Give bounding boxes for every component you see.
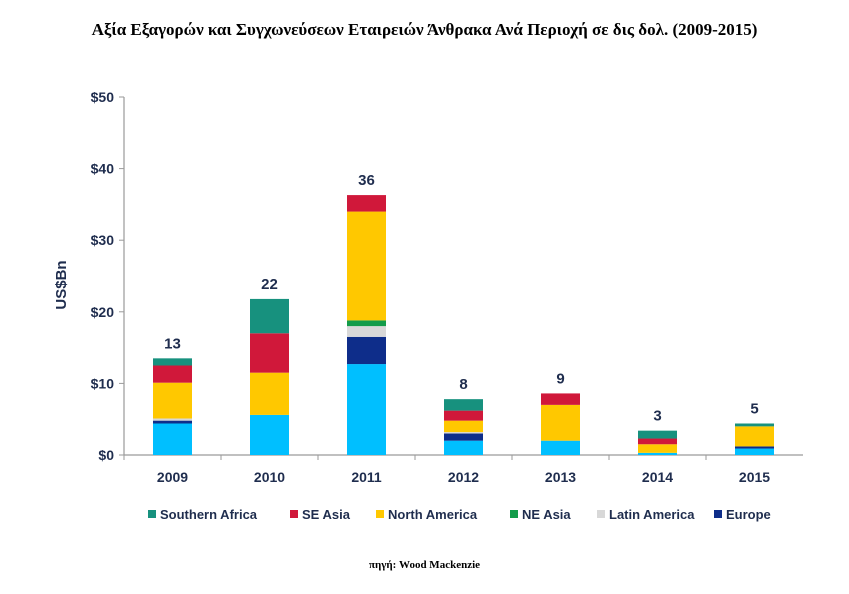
bar-segment [735, 423, 774, 427]
y-tick-label: $20 [91, 304, 115, 320]
bar-segment [541, 404, 580, 441]
legend-swatch [148, 510, 156, 518]
bar-segment [638, 438, 677, 445]
bar-segment [153, 358, 192, 366]
total-label: 36 [358, 172, 375, 189]
total-label: 5 [750, 400, 758, 417]
y-tick-label: $40 [91, 161, 115, 177]
legend-label: North America [388, 507, 478, 522]
bar-segment [444, 420, 483, 433]
total-label: 13 [164, 335, 181, 352]
x-tick-label: 2010 [254, 469, 285, 485]
bar-segment [153, 382, 192, 419]
bar-segment [153, 365, 192, 383]
bars [153, 195, 774, 455]
bar-segment [153, 423, 192, 455]
axes: $0 $10 $20 $30 $40 $50 2009 2010 2011 2012 2013 201… [91, 89, 803, 485]
bar-segment [347, 326, 386, 337]
legend-swatch [510, 510, 518, 518]
chart-title: Αξία Εξαγορών και Συγχωνεύσεων Εταιρειών… [91, 20, 758, 39]
y-tick-label: $0 [98, 447, 114, 463]
bar-segment [347, 336, 386, 365]
bar-segment [735, 446, 774, 449]
legend: Southern Africa SE Asia North America NE As… [148, 507, 771, 522]
legend-label: Southern Africa [160, 507, 258, 522]
bar-segment [444, 432, 483, 434]
legend-swatch [597, 510, 605, 518]
bar-segment [444, 433, 483, 441]
bar-segment [250, 333, 289, 373]
bar-segment [153, 420, 192, 424]
x-tick-label: 2009 [157, 469, 188, 485]
bar-segment [250, 414, 289, 455]
bar-segment [638, 444, 677, 453]
bar-segment [638, 452, 677, 455]
legend-label: SE Asia [302, 507, 351, 522]
bar-segment [153, 418, 192, 421]
bar-segment [250, 298, 289, 334]
bar-segment [735, 426, 774, 447]
bar-segment [735, 448, 774, 455]
legend-label: NE Asia [522, 507, 571, 522]
x-tick-label: 2011 [351, 469, 382, 485]
bar-segment [541, 440, 580, 455]
x-tick-label: 2012 [448, 469, 479, 485]
x-tick-label: 2014 [642, 469, 673, 485]
y-tick-label: $50 [91, 89, 115, 105]
legend-swatch [714, 510, 722, 518]
bar-segment [541, 393, 580, 405]
bar-segment [444, 399, 483, 411]
x-tick-label: 2013 [545, 469, 576, 485]
y-tick-label: $30 [91, 232, 115, 248]
y-axis-title: US$Bn [53, 260, 70, 309]
total-label: 8 [459, 376, 467, 393]
total-labels: 13 22 36 8 9 3 5 [164, 172, 759, 425]
total-label: 3 [653, 408, 661, 425]
legend-label: Europe [726, 507, 771, 522]
source-note: πηγή: Wood Mackenzie [368, 559, 481, 571]
total-label: 22 [261, 276, 278, 293]
bar-segment [444, 440, 483, 455]
total-label: 9 [556, 370, 564, 387]
bar-segment [347, 211, 386, 321]
x-tick-label: 2015 [739, 469, 770, 485]
bar-segment [638, 430, 677, 439]
bar-segment [444, 410, 483, 421]
y-tick-label: $10 [91, 375, 115, 391]
bar-segment [347, 195, 386, 212]
legend-label: Latin America [609, 507, 695, 522]
legend-swatch [376, 510, 384, 518]
bar-segment [347, 364, 386, 455]
bar-segment [347, 320, 386, 327]
legend-swatch [290, 510, 298, 518]
bar-segment [250, 372, 289, 415]
